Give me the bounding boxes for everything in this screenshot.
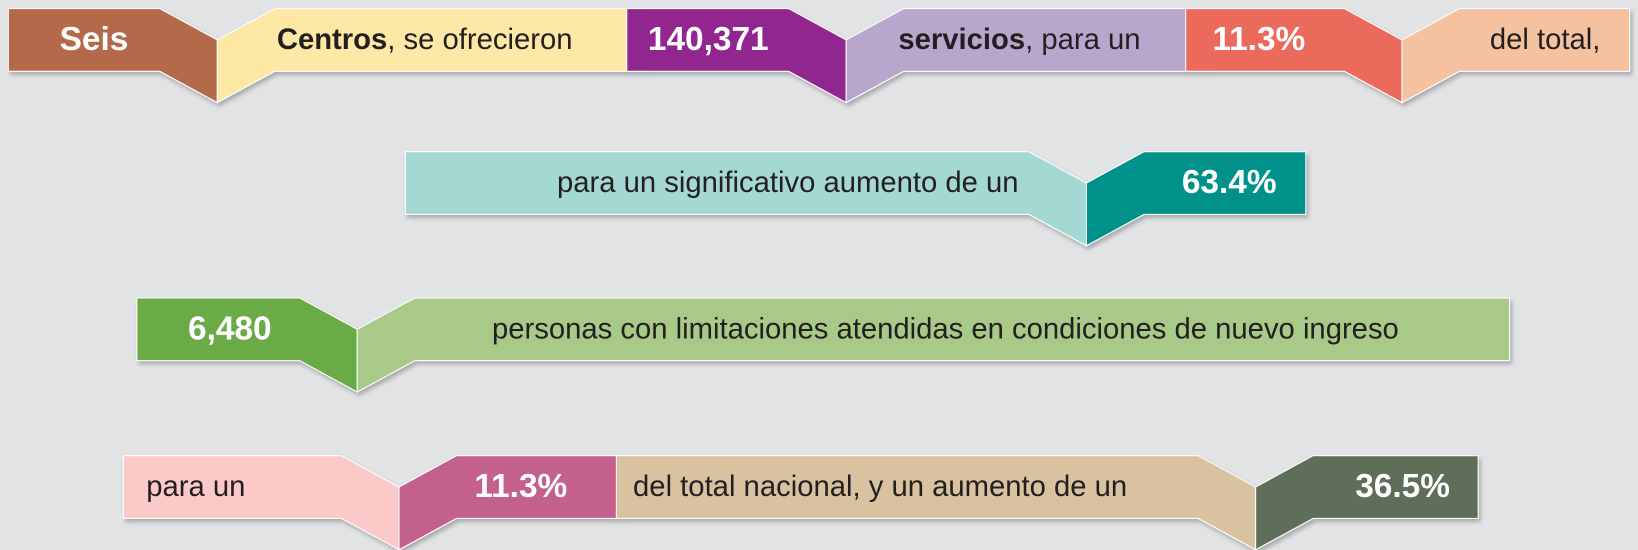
text: del total, [1490, 24, 1601, 56]
text: Seis [60, 21, 129, 58]
segment-text: Seis [60, 21, 129, 58]
segment-text: del total, [1490, 24, 1601, 56]
ribbon-segment [356, 297, 1511, 393]
segment-text: para un [146, 471, 245, 503]
segment-text: 140,371 [648, 21, 769, 58]
text: para un [146, 471, 245, 503]
segment-text: 6,480 [188, 310, 272, 347]
text: , se ofrecieron [387, 24, 572, 56]
segment-text: 63.4% [1182, 164, 1277, 201]
segment-text: 11.3% [1212, 21, 1305, 58]
bold-text: servicios [898, 24, 1025, 56]
segment-text: para un significativo aumento de un [557, 167, 1019, 199]
text: , para un [1025, 24, 1140, 56]
segment-text: personas con limitaciones atendidas en c… [492, 313, 1399, 345]
text: 6,480 [188, 310, 272, 347]
text: del total nacional, y un aumento de un [633, 471, 1127, 503]
text: para un significativo aumento de un [557, 167, 1019, 199]
text: 63.4% [1182, 164, 1277, 201]
text: personas con limitaciones atendidas en c… [492, 313, 1399, 345]
segment-text: servicios, para un [898, 24, 1140, 56]
bold-text: Centros [277, 24, 387, 56]
text: 11.3% [1212, 21, 1305, 58]
segment-text: 11.3% [474, 468, 567, 505]
text: 11.3% [474, 468, 567, 505]
segment-text: 36.5% [1355, 468, 1450, 505]
segment-text: del total nacional, y un aumento de un [633, 471, 1127, 503]
text: 140,371 [648, 21, 769, 58]
ribbon-segment [1085, 151, 1307, 247]
segment-text: Centros, se ofrecieron [277, 24, 573, 56]
ribbon-segment [1401, 8, 1631, 104]
text: 36.5% [1355, 468, 1450, 505]
